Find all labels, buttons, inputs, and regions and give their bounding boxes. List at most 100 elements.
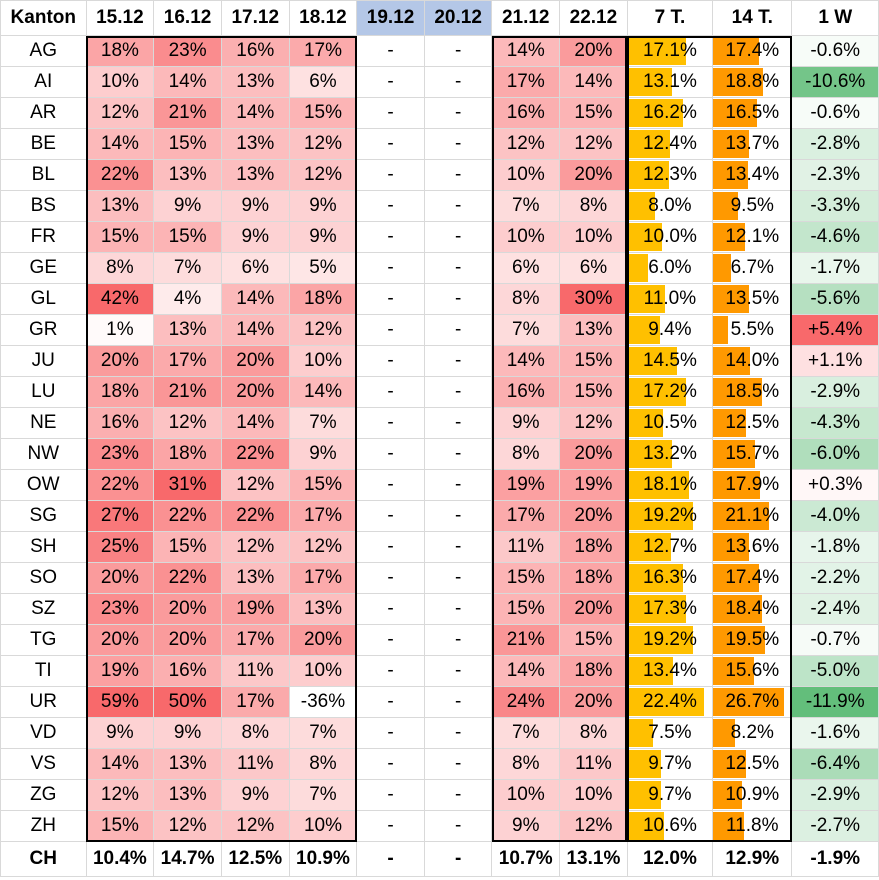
day-value-cell: - xyxy=(356,624,425,656)
avg7-data-bar xyxy=(628,564,683,592)
day-value-cell: 10.7% xyxy=(491,841,561,877)
avg14-cell: 12.9% xyxy=(712,841,793,877)
avg7-data-bar xyxy=(628,440,673,468)
avg14-cell: 9.5% xyxy=(712,190,793,222)
week-change-cell: -2.7% xyxy=(791,810,879,842)
day-value-cell: 20% xyxy=(559,438,628,470)
avg7-value: 13.1% xyxy=(642,71,697,92)
day-value-cell: 15% xyxy=(559,624,628,656)
avg14-cell: 13.6% xyxy=(712,531,793,563)
day-value-cell: 20% xyxy=(85,624,155,656)
day-value-cell: 15% xyxy=(559,376,628,408)
day-value-cell: 17% xyxy=(153,345,222,377)
day-value-cell: 17% xyxy=(491,500,561,532)
day-value-cell: - xyxy=(356,221,425,253)
day-value-cell: - xyxy=(423,469,493,501)
day-value-cell: 15% xyxy=(85,221,155,253)
kanton-cell: SZ xyxy=(0,593,87,625)
table-row: LU 18% 21% 20% 14% - -16% 15% 17.2% 18.5% -2.9% xyxy=(0,376,879,408)
avg14-data-bar xyxy=(713,812,745,840)
day-value-cell: 11% xyxy=(220,655,290,687)
day-value-cell: 8% xyxy=(559,717,628,749)
avg14-data-bar xyxy=(713,347,751,375)
avg14-value: 18.4% xyxy=(725,598,780,619)
avg7-data-bar xyxy=(628,688,704,716)
avg14-data-bar xyxy=(713,533,749,561)
avg7-value: 10.0% xyxy=(642,226,697,247)
day-value-cell: 10% xyxy=(288,655,358,687)
day-value-cell: 8% xyxy=(491,438,561,470)
avg7-cell: 13.2% xyxy=(626,438,714,470)
day-value-cell: 23% xyxy=(153,35,222,67)
day-value-cell: 12% xyxy=(153,810,222,842)
avg14-cell: 26.7% xyxy=(712,686,793,718)
avg14-cell: 12.1% xyxy=(712,221,793,253)
day-value-cell: 14% xyxy=(288,376,358,408)
day-value-cell: - xyxy=(423,190,493,222)
day-value-cell: 21% xyxy=(491,624,561,656)
day-value-cell: 6% xyxy=(288,66,358,98)
day-value-cell: 14% xyxy=(491,35,561,67)
avg7-data-bar xyxy=(628,37,686,65)
day-value-cell: 7% xyxy=(491,717,561,749)
kanton-cell: BE xyxy=(0,128,87,160)
kanton-cell: SG xyxy=(0,500,87,532)
header-row: Kanton 15.12 16.12 17.12 18.12 19.12 20.… xyxy=(0,0,879,36)
avg14-data-bar xyxy=(713,409,747,437)
day-value-cell: - xyxy=(423,35,493,67)
avg7-data-bar xyxy=(628,130,670,158)
day-value-cell: 10.9% xyxy=(288,841,358,877)
day-value-cell: - xyxy=(423,779,493,811)
day-value-cell: - xyxy=(423,500,493,532)
day-value-cell: 10% xyxy=(85,66,155,98)
avg14-value: 12.1% xyxy=(725,226,780,247)
avg7-cell: 8.0% xyxy=(626,190,714,222)
header-day: 18.12 xyxy=(288,0,358,36)
day-value-cell: 22% xyxy=(85,159,155,191)
day-value-cell: 15% xyxy=(288,97,358,129)
day-value-cell: - xyxy=(423,376,493,408)
day-value-cell: 21% xyxy=(153,376,222,408)
avg7-value: 14.5% xyxy=(642,350,697,371)
day-value-cell: 9% xyxy=(220,221,290,253)
day-value-cell: 13% xyxy=(153,159,222,191)
day-value-cell: - xyxy=(356,717,425,749)
day-value-cell: 14% xyxy=(491,345,561,377)
day-value-cell: - xyxy=(423,841,493,877)
avg14-cell: 19.5% xyxy=(712,624,793,656)
avg14-value: 26.7% xyxy=(725,691,780,712)
day-value-cell: 9% xyxy=(491,407,561,439)
day-value-cell: - xyxy=(423,438,493,470)
day-value-cell: 9% xyxy=(220,779,290,811)
avg7-value: 17.1% xyxy=(642,40,697,61)
day-value-cell: 23% xyxy=(85,593,155,625)
kanton-cell: TI xyxy=(0,655,87,687)
day-value-cell: 13% xyxy=(153,779,222,811)
avg14-data-bar xyxy=(713,316,728,344)
avg14-value: 12.5% xyxy=(725,412,780,433)
avg14-cell: 12.5% xyxy=(712,748,793,780)
header-day: 22.12 xyxy=(559,0,628,36)
avg14-data-bar xyxy=(713,564,760,592)
table-row: BL 22% 13% 13% 12% - -10% 20% 12.3% 13.4% -2.3% xyxy=(0,159,879,191)
table-row: SZ 23% 20% 19% 13% - -15% 20% 17.3% 18.4% -2.4% xyxy=(0,593,879,625)
day-value-cell: 21% xyxy=(153,97,222,129)
day-value-cell: 12% xyxy=(559,407,628,439)
avg7-data-bar xyxy=(628,533,671,561)
kanton-cell: BS xyxy=(0,190,87,222)
day-value-cell: 12% xyxy=(288,531,358,563)
avg7-data-bar xyxy=(628,595,687,623)
avg7-cell: 9.7% xyxy=(626,779,714,811)
kanton-cell: VD xyxy=(0,717,87,749)
day-value-cell: 50% xyxy=(153,686,222,718)
week-change-cell: -2.8% xyxy=(791,128,879,160)
avg14-cell: 16.5% xyxy=(712,97,793,129)
day-value-cell: - xyxy=(356,407,425,439)
day-value-cell: 7% xyxy=(288,407,358,439)
day-value-cell: - xyxy=(356,841,425,877)
avg14-data-bar xyxy=(713,192,739,220)
day-value-cell: 16% xyxy=(85,407,155,439)
kanton-cell: VS xyxy=(0,748,87,780)
day-value-cell: - xyxy=(356,469,425,501)
